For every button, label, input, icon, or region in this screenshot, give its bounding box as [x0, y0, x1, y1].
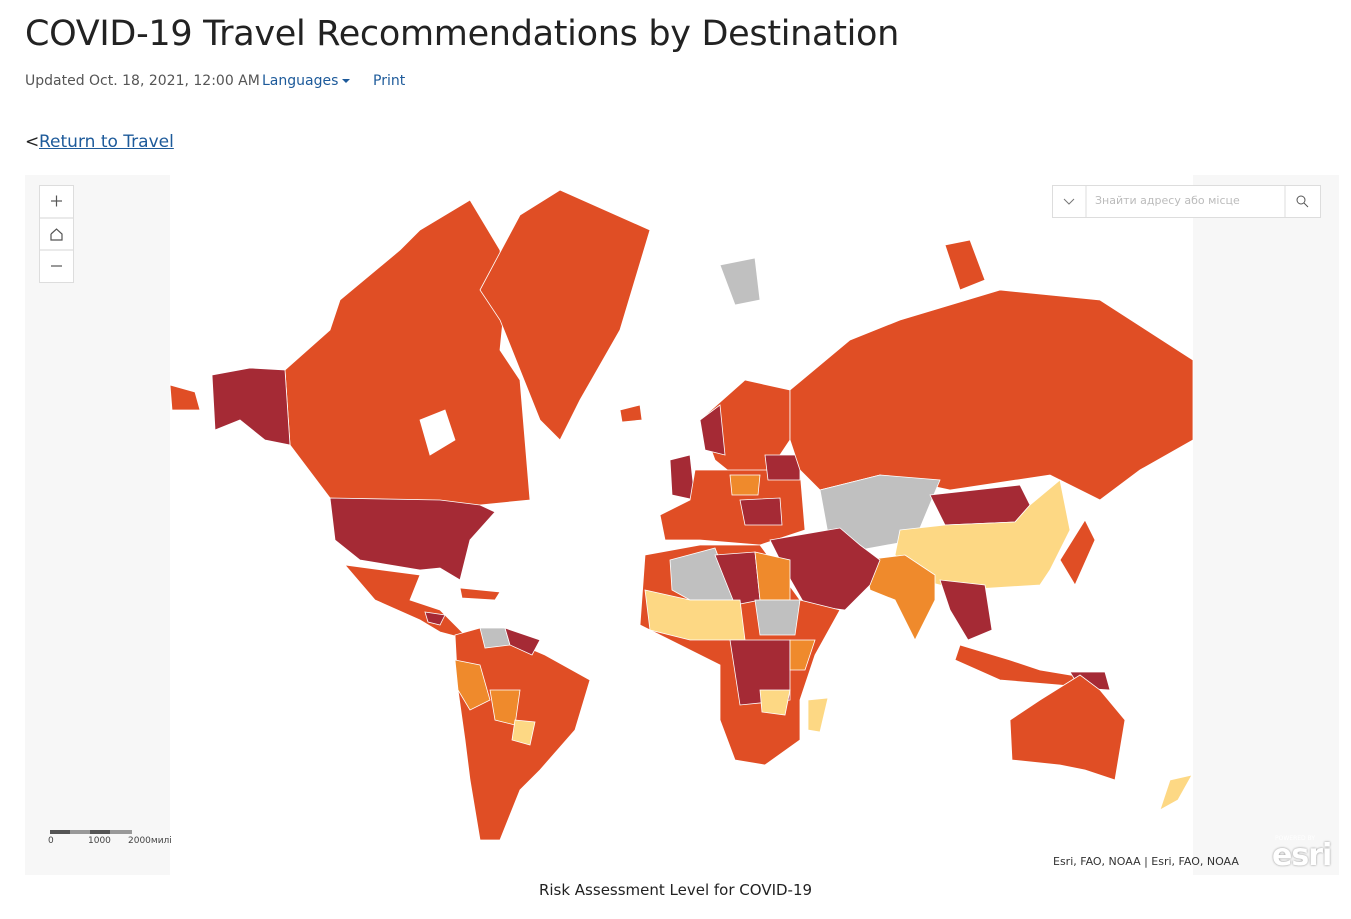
powered-by: POWERED BY — [1275, 835, 1316, 842]
attribution: Esri, FAO, NOAA | Esri, FAO, NOAA — [1053, 855, 1239, 868]
search-placeholder: Знайти адресу або місце — [1095, 194, 1240, 207]
languages-menu[interactable]: Languages — [262, 73, 350, 89]
page-title: COVID-19 Travel Recommendations by Desti… — [25, 14, 900, 54]
back-prefix: < — [25, 132, 40, 152]
map-caption: Risk Assessment Level for COVID-19 — [538, 881, 813, 899]
map-canvas — [50, 175, 1194, 875]
print-link[interactable]: Print — [373, 73, 406, 89]
scale-label: 2000милі — [128, 836, 172, 846]
esri-logo: esri — [1272, 838, 1332, 873]
zoom-controls — [39, 185, 74, 283]
return-link[interactable]: Return to Travel — [39, 132, 174, 152]
home-button[interactable] — [50, 228, 63, 241]
search-button[interactable] — [1296, 195, 1306, 205]
search-icons — [1063, 186, 1309, 217]
scale-label: 1000 — [88, 836, 111, 846]
zoom-icons — [40, 195, 73, 267]
search-box[interactable] — [1052, 185, 1321, 218]
map[interactable] — [25, 175, 1339, 875]
updated-date: Updated Oct. 18, 2021, 12:00 AM — [25, 73, 260, 89]
scale-label: 0 — [48, 836, 54, 846]
search-source-toggle[interactable] — [1063, 198, 1075, 205]
